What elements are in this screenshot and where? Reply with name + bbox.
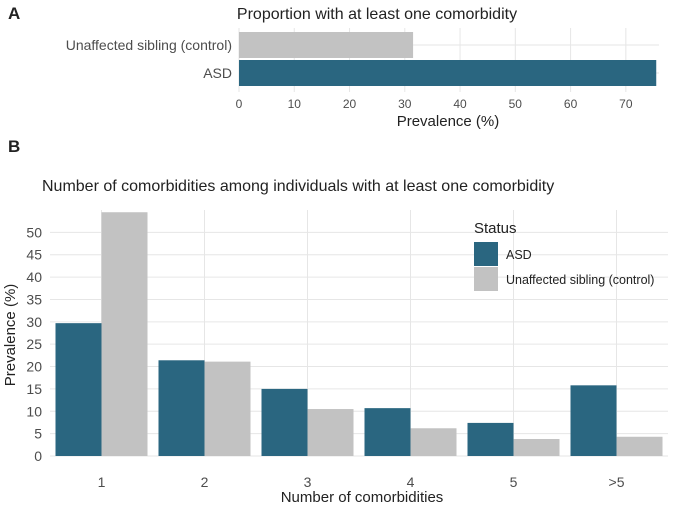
panel-a-x-axis-title: Prevalence (%) — [397, 113, 500, 130]
panel-a-x-tick-label: 60 — [564, 97, 578, 111]
legend-label-asd: ASD — [506, 248, 532, 262]
panel-b-bar-asd — [364, 408, 411, 456]
panel-b-bar-control — [307, 409, 354, 456]
panel-b-y-tick-label: 45 — [26, 247, 42, 263]
panel-a-x-tick-label: 20 — [343, 97, 357, 111]
panel-b-y-tick-label: 0 — [34, 448, 42, 464]
panel-a-x-tick-label: 30 — [398, 97, 412, 111]
panel-b-bar-asd — [158, 360, 205, 456]
panel-a-x-tick-label: 40 — [453, 97, 467, 111]
panel-b-y-tick-label: 15 — [26, 381, 42, 397]
panel-b-bar-control — [204, 361, 251, 456]
panel-b-x-tick-label: 5 — [510, 474, 518, 490]
panel-a-title: Proportion with at least one comorbidity — [237, 6, 517, 23]
legend-label-control: Unaffected sibling (control) — [506, 273, 654, 287]
panel-b-bar-control — [513, 439, 560, 456]
panel-b-y-tick-label: 35 — [26, 291, 42, 307]
panel-a-bar — [239, 32, 414, 58]
panel-b-x-tick-label: 1 — [98, 474, 106, 490]
panel-b-y-tick-label: 50 — [26, 224, 42, 240]
panel-b-bar-control — [410, 428, 457, 456]
legend-title: Status — [474, 220, 517, 237]
panel-b-label: B — [8, 137, 20, 156]
panel-b-y-tick-label: 20 — [26, 359, 42, 375]
legend-swatch-control — [474, 267, 498, 291]
legend-swatch-asd — [474, 242, 498, 266]
panel-b-y-tick-label: 40 — [26, 269, 42, 285]
panel-b-y-axis-title: Prevalence (%) — [2, 284, 19, 387]
panel-b-bar-asd — [55, 323, 102, 456]
panel-b-y-tick-label: 25 — [26, 336, 42, 352]
panel-b-y-tick-label: 30 — [26, 314, 42, 330]
panel-a-x-tick-label: 0 — [236, 97, 243, 111]
panel-a-x-tick-label: 10 — [288, 97, 302, 111]
panel-b-y-tick-label: 5 — [34, 426, 42, 442]
panel-b-x-tick-label: 4 — [407, 474, 415, 490]
panel-b-x-tick-label: >5 — [609, 474, 625, 490]
panel-b-x-tick-label: 3 — [304, 474, 312, 490]
panel-b-bar-asd — [261, 388, 308, 456]
panel-b-x-tick-label: 2 — [201, 474, 209, 490]
panel-b-y-tick-label: 10 — [26, 403, 42, 419]
panel-b-bar-control — [101, 212, 148, 456]
panel-b-x-axis-title: Number of comorbidities — [281, 489, 444, 506]
panel-a-plot: 0 10 20 30 40 50 60 70 Unaffected sibling (contr… — [66, 28, 659, 111]
panel-a-x-tick-label: 70 — [619, 97, 633, 111]
panel-b-title: Number of comorbidities among individual… — [42, 178, 554, 195]
panel-a-label: A — [8, 4, 20, 23]
legend: Status ASD Unaffected sibling (control) — [474, 220, 654, 291]
panel-a-x-tick-label: 50 — [509, 97, 523, 111]
panel-a-category-label: ASD — [203, 65, 232, 81]
panel-a-category-label: Unaffected sibling (control) — [66, 37, 232, 53]
panel-b-bar-control — [616, 436, 663, 456]
panel-a-bar — [239, 60, 657, 86]
panel-b-bar-asd — [467, 422, 514, 456]
panel-b-bar-asd — [570, 385, 617, 456]
